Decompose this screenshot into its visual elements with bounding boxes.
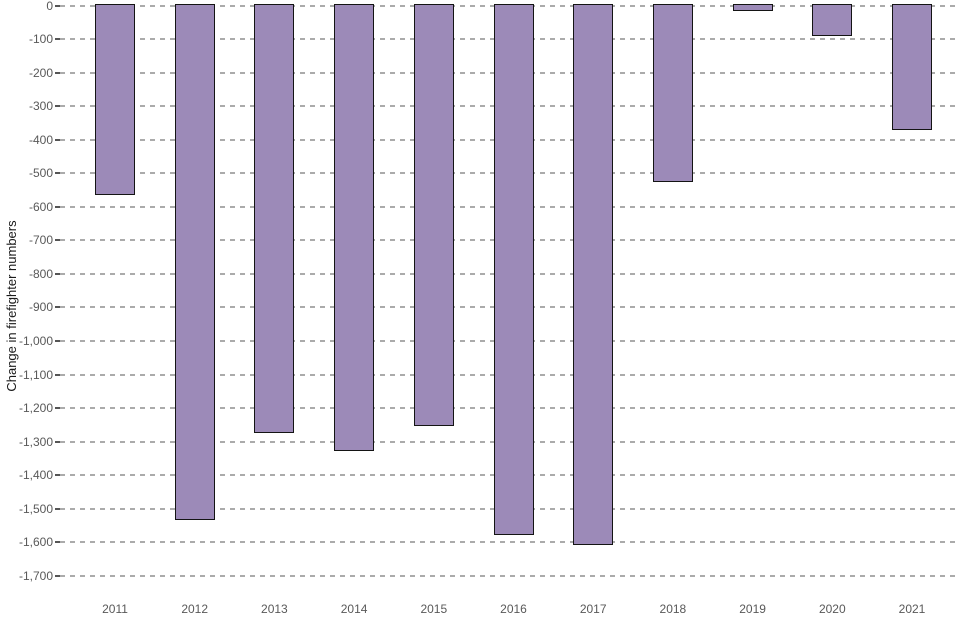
x-tick-label-2017: 2017 bbox=[579, 602, 607, 616]
x-tick-label-2013: 2013 bbox=[261, 602, 288, 616]
y-axis-tick bbox=[55, 440, 60, 443]
y-axis-tick bbox=[55, 239, 60, 242]
bar-2018 bbox=[652, 4, 693, 182]
y-tick-label: -1,400 bbox=[18, 468, 53, 483]
y-axis-tick bbox=[55, 407, 60, 410]
y-tick-label: -100 bbox=[28, 32, 53, 47]
y-tick-label: -1,500 bbox=[18, 501, 53, 516]
y-axis-tick bbox=[55, 541, 60, 544]
y-tick-label: -600 bbox=[28, 199, 53, 214]
x-tick-label-2021: 2021 bbox=[898, 602, 926, 616]
bar-2011 bbox=[95, 4, 135, 195]
y-tick-label: -800 bbox=[28, 266, 53, 281]
y-axis-tick bbox=[55, 71, 60, 74]
x-tick-label-2016: 2016 bbox=[500, 602, 527, 616]
x-tick-label-2014: 2014 bbox=[340, 602, 368, 616]
y-tick-label: -400 bbox=[28, 132, 53, 147]
bar-2015 bbox=[413, 4, 454, 427]
x-tick-label-2015: 2015 bbox=[420, 602, 448, 616]
bar-2013 bbox=[254, 4, 295, 433]
y-tick-label: -1,100 bbox=[18, 367, 53, 382]
y-axis-tick bbox=[55, 38, 60, 41]
bar-2016 bbox=[493, 4, 534, 536]
gridline bbox=[60, 574, 960, 577]
y-tick-label: -900 bbox=[28, 300, 53, 315]
y-axis-tick bbox=[55, 507, 60, 510]
x-tick-label-2020: 2020 bbox=[818, 602, 846, 616]
y-axis-tick bbox=[55, 205, 60, 208]
y-tick-label: -1,000 bbox=[18, 333, 53, 348]
y-tick-label: 0 bbox=[46, 0, 53, 13]
y-axis-tick bbox=[55, 574, 60, 577]
x-tick-label-2018: 2018 bbox=[659, 602, 687, 616]
y-tick-label: -1,600 bbox=[18, 535, 53, 550]
bar-2020 bbox=[812, 4, 853, 36]
y-axis-tick bbox=[55, 138, 60, 141]
y-axis-tick bbox=[55, 373, 60, 376]
gridline bbox=[60, 541, 960, 544]
y-tick-label: -1,700 bbox=[18, 568, 53, 583]
y-axis-tick bbox=[55, 474, 60, 477]
bar-2012 bbox=[174, 4, 215, 521]
y-tick-label: -300 bbox=[28, 99, 53, 114]
y-axis-tick bbox=[55, 339, 60, 342]
bar-2017 bbox=[573, 4, 614, 546]
y-axis-tick bbox=[55, 306, 60, 309]
bar-2021 bbox=[892, 4, 932, 130]
y-tick-label: -500 bbox=[28, 166, 53, 181]
y-tick-label: -200 bbox=[28, 65, 53, 80]
bar-2019 bbox=[732, 4, 773, 11]
y-axis-tick bbox=[55, 172, 60, 175]
y-axis-tick bbox=[55, 4, 60, 7]
x-tick-label-2011: 2011 bbox=[102, 602, 128, 616]
y-axis-tick bbox=[55, 272, 60, 275]
y-tick-label: -700 bbox=[28, 233, 53, 248]
x-tick-label-2019: 2019 bbox=[739, 602, 766, 616]
y-tick-label: -1,200 bbox=[18, 401, 53, 416]
y-axis-tick bbox=[55, 105, 60, 108]
bar-2014 bbox=[334, 4, 375, 452]
x-tick-label-2012: 2012 bbox=[181, 602, 209, 616]
y-tick-label: -1,300 bbox=[18, 434, 53, 449]
